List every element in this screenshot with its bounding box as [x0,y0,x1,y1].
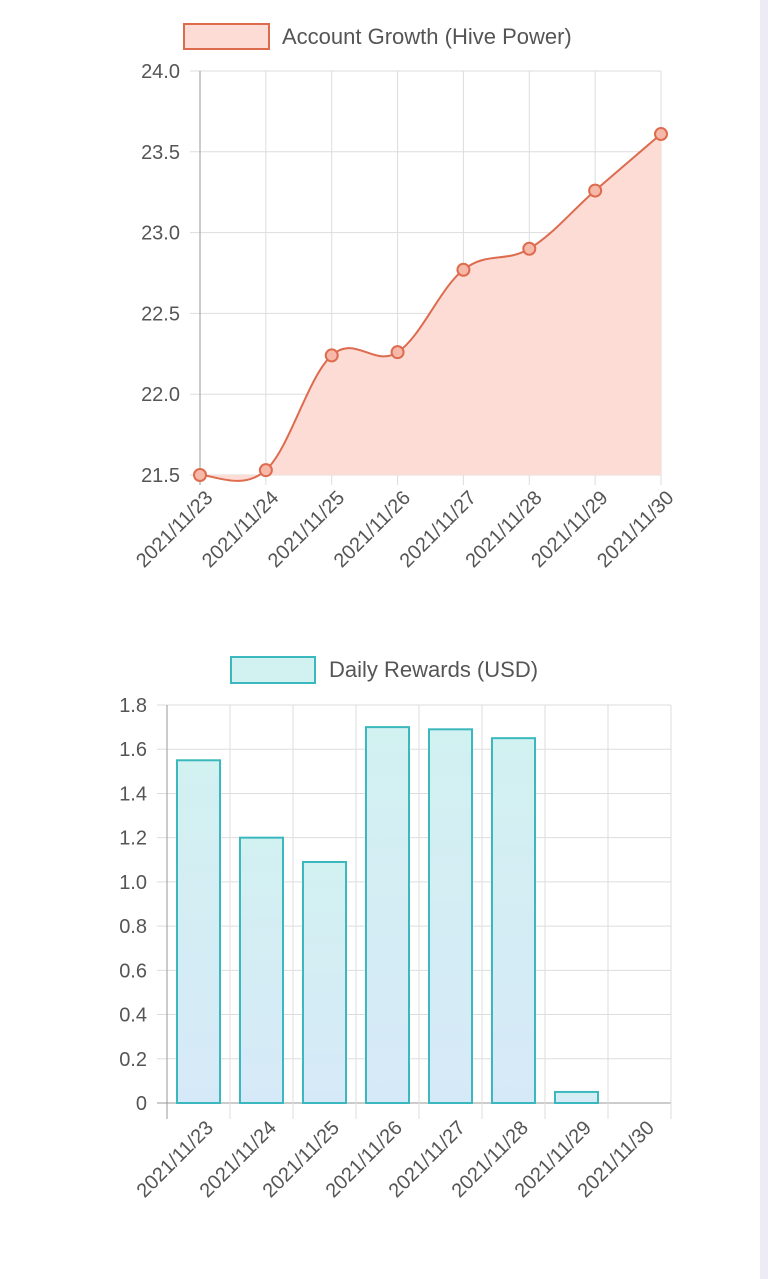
y-tick-label: 1.8 [119,695,147,717]
legend-swatch-daily-rewards [230,656,316,684]
y-tick-label: 21.5 [141,465,180,487]
y-tick-label: 1.6 [119,739,147,761]
account-growth-point[interactable] [654,127,668,142]
account-growth-point[interactable] [588,183,603,198]
y-tick-label: 23.5 [141,142,180,164]
daily-rewards-series [176,726,599,1105]
y-tick-label: 0.6 [119,960,147,982]
account-growth-point[interactable] [390,345,405,360]
account-growth-legend[interactable]: Account Growth (Hive Power) [183,23,572,50]
daily-rewards-bar[interactable] [428,728,473,1104]
y-tick-label: 1.0 [119,872,147,894]
y-tick-label: 1.4 [119,783,147,805]
account-growth-area-fill [200,134,661,481]
daily-rewards-bar[interactable] [176,759,221,1104]
daily-rewards-y-axis: 1.8 1.6 1.4 1.2 1.0 0.8 0.6 0.4 0.2 0 [119,695,147,1115]
daily-rewards-x-axis: 2021/11/232021/11/242021/11/252021/11/26… [133,1117,659,1202]
y-tick-label: 22.5 [141,303,180,325]
y-tick-label: 24.0 [141,61,180,83]
account-growth-point[interactable] [522,241,537,256]
account-growth-point[interactable] [456,262,471,277]
daily-rewards-legend[interactable]: Daily Rewards (USD) [230,656,538,684]
daily-rewards-bar[interactable] [365,726,410,1104]
legend-swatch-account-growth [183,23,270,50]
daily-rewards-chart: Daily Rewards (USD) 1.8 1.6 1.4 1.2 1.0 0.8 0.… [119,656,672,1202]
daily-rewards-bar[interactable] [302,860,347,1104]
daily-rewards-grid [157,704,672,1119]
account-growth-series [193,127,668,482]
y-tick-label: 23.0 [141,223,180,245]
legend-label-daily-rewards: Daily Rewards (USD) [329,657,538,682]
y-tick-label: 0 [136,1093,147,1115]
account-growth-x-axis: 2021/11/232021/11/242021/11/252021/11/26… [132,487,678,572]
scrollbar-track[interactable] [760,0,768,1279]
y-tick-label: 0.2 [119,1049,147,1071]
daily-rewards-bar[interactable] [239,836,284,1105]
y-tick-label: 0.4 [119,1005,147,1027]
y-tick-label: 0.8 [119,916,147,938]
legend-label-account-growth: Account Growth (Hive Power) [282,24,572,49]
account-growth-chart: Account Growth (Hive Power) 24.0 23.5 23.0… [132,23,678,572]
account-growth-point[interactable] [258,463,273,478]
account-growth-point[interactable] [193,468,207,482]
account-growth-line [199,133,662,482]
daily-rewards-bar[interactable] [554,1090,599,1105]
daily-rewards-bar[interactable] [491,737,536,1105]
y-tick-label: 1.2 [119,828,147,850]
account-growth-point[interactable] [324,348,339,363]
y-tick-label: 22.0 [141,384,180,406]
account-growth-y-axis: 24.0 23.5 23.0 22.5 22.0 21.5 [141,61,180,487]
